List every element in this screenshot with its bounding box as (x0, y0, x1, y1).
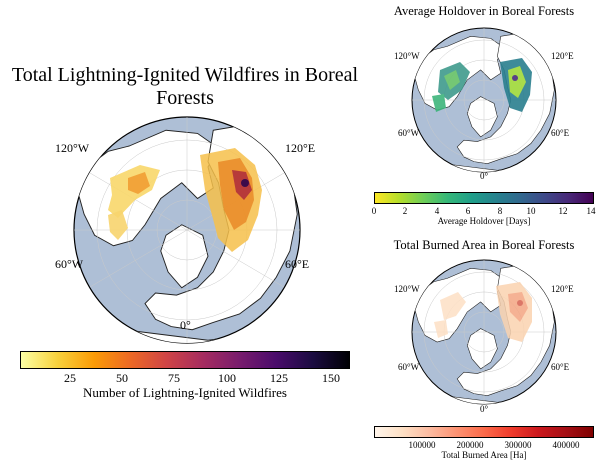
holdover-field (432, 58, 532, 112)
burned-lon-label-0: 0° (480, 404, 489, 414)
lon-label-0: 0° (180, 318, 191, 332)
burned-map-title: Total Burned Area in Boreal Forests (393, 238, 575, 252)
burned-colorbar-tick: 100000 (408, 440, 436, 450)
holdover-colorbar-tick: 14 (586, 206, 596, 216)
main-colorbar-tick: 150 (322, 371, 340, 385)
holdover-colorbar-label: Average Holdover [Days] (437, 216, 531, 226)
holdover-colorbar-tick: 6 (465, 206, 471, 216)
lon-label-120w: 120°W (55, 141, 90, 155)
holdover-lon-label-60w: 60°W (398, 128, 420, 138)
main-colorbar-tick: 125 (270, 371, 288, 385)
main-colorbar-label: Number of Lightning-Ignited Wildfires (83, 385, 287, 400)
main-map-title: Total Lightning-Ignited Wildfires in Bor… (11, 64, 359, 109)
burned-lon-label-120e: 120°E (551, 284, 574, 294)
burned-lon-label-60w: 60°W (398, 362, 420, 372)
holdover-colorbar-tick: 4 (434, 206, 440, 216)
main-colorbar-tick: 25 (64, 371, 76, 385)
burned-colorbar-label: Total Burned Area [Ha] (441, 450, 527, 460)
burned-colorbar-tick: 200000 (456, 440, 484, 450)
main-colorbar-tick: 50 (116, 371, 128, 385)
burned-colorbar (374, 426, 594, 438)
lon-label-60w: 60°W (55, 257, 84, 271)
main-colorbar-tick: 100 (218, 371, 236, 385)
wildfire-density-field (108, 148, 262, 252)
lon-label-120e: 120°E (285, 141, 316, 155)
lon-label-60e: 60°E (285, 257, 310, 271)
main-colorbar-tick: 75 (168, 371, 180, 385)
holdover-map-title: Average Holdover in Boreal Forests (393, 4, 575, 18)
holdover-colorbar-tick: 8 (497, 206, 503, 216)
burned-lon-label-120w: 120°W (394, 284, 420, 294)
burned-lon-label-60e: 60°E (551, 362, 570, 372)
main-colorbar (20, 351, 350, 369)
holdover-lon-label-60e: 60°E (551, 128, 570, 138)
burned-area-field (434, 282, 532, 342)
holdover-lon-label-0: 0° (480, 171, 489, 181)
burned-colorbar-tick: 400000 (552, 440, 580, 450)
holdover-colorbar-tick: 2 (402, 206, 408, 216)
holdover-lon-label-120w: 120°W (394, 51, 420, 61)
holdover-colorbar-tick: 0 (371, 206, 377, 216)
burned-colorbar-tick: 300000 (504, 440, 532, 450)
holdover-colorbar-tick: 12 (558, 206, 568, 216)
holdover-colorbar (374, 192, 594, 204)
holdover-lon-label-120e: 120°E (551, 51, 574, 61)
holdover-colorbar-tick: 10 (526, 206, 536, 216)
